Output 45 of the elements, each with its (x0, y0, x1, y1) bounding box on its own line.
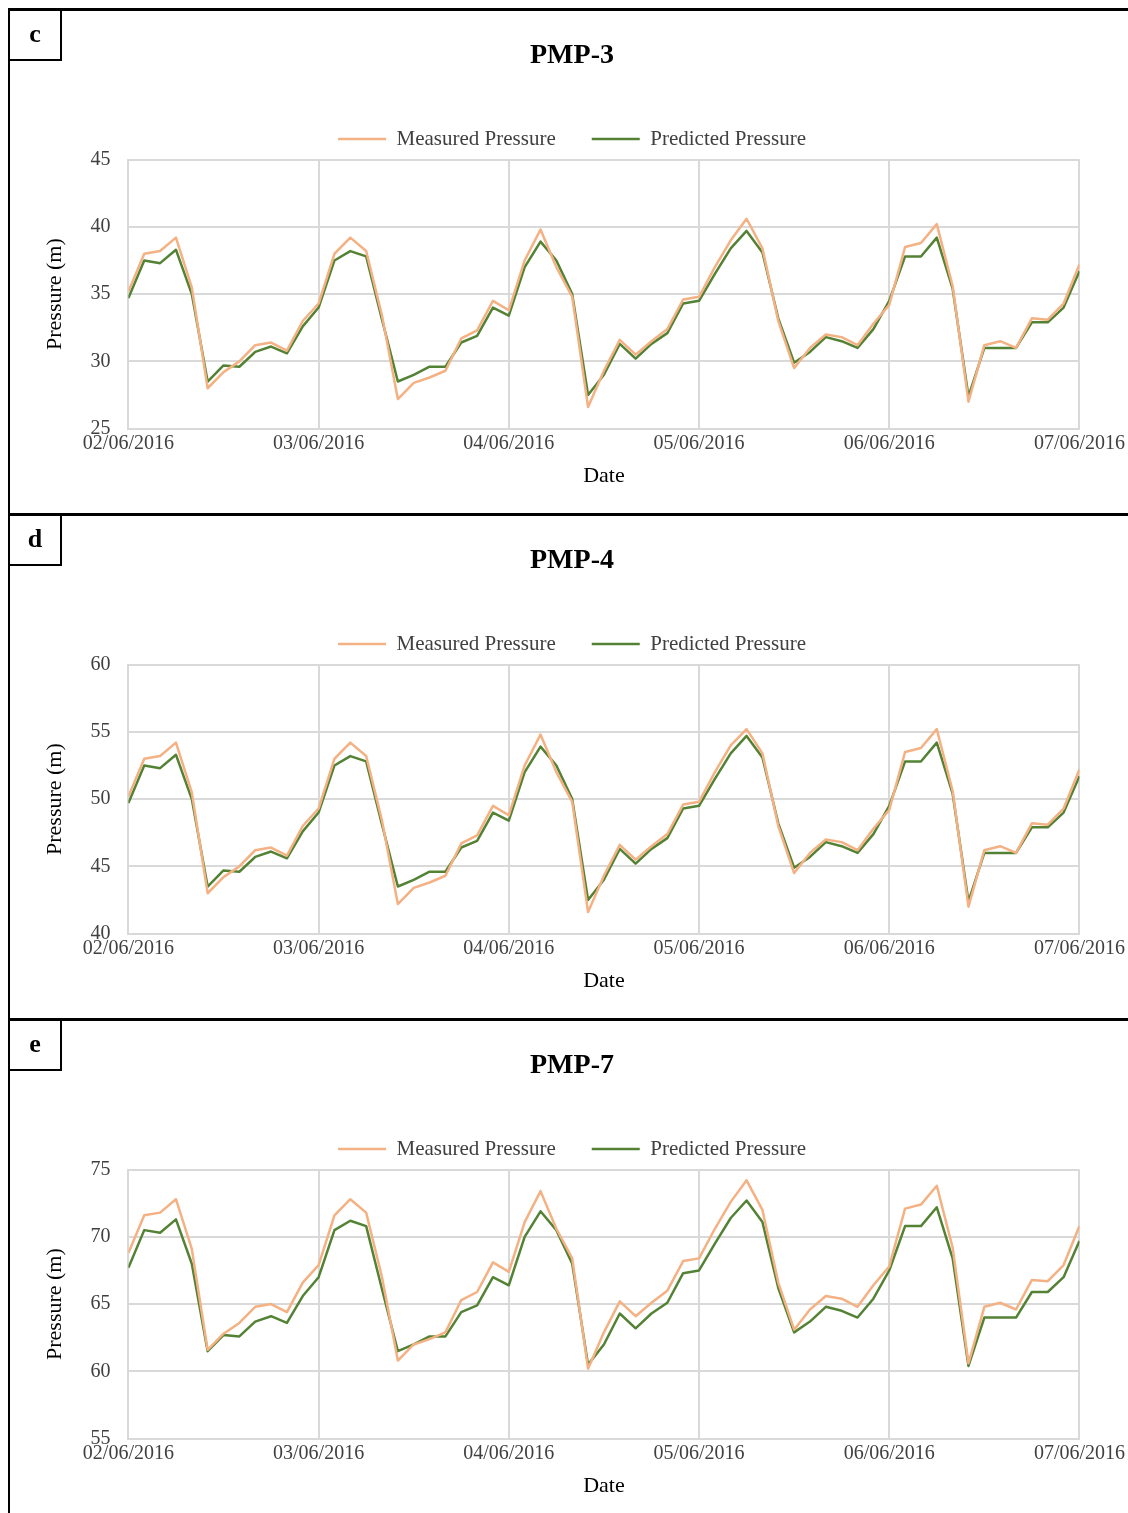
y-axis-title: Pressure (m) (40, 743, 66, 856)
x-tick-label: 04/06/2016 (463, 430, 555, 453)
y-tick-label: 75 (90, 1156, 111, 1179)
y-tick-label: 35 (90, 281, 111, 304)
legend-label: Predicted Pressure (650, 125, 806, 150)
x-tick-label: 04/06/2016 (463, 1440, 555, 1463)
legend-label: Predicted Pressure (650, 1135, 806, 1160)
text: c (10, 11, 62, 61)
x-tick-label: 03/06/2016 (273, 430, 365, 453)
text: e (10, 1021, 62, 1071)
x-axis-title: Date (583, 966, 625, 992)
text: d (10, 516, 62, 566)
x-tick-label: 07/06/2016 (1033, 935, 1126, 958)
x-tick-label: 03/06/2016 (273, 1440, 365, 1463)
x-tick-label: 06/06/2016 (843, 430, 935, 453)
x-tick-label: 06/06/2016 (843, 935, 935, 958)
x-tick-label: 05/06/2016 (653, 935, 745, 958)
x-tick-label: 05/06/2016 (653, 430, 745, 453)
chart-title: PMP-3 (530, 38, 614, 70)
y-tick-label: 30 (90, 348, 111, 371)
chart-title: PMP-7 (530, 1048, 614, 1080)
x-tick-label: 03/06/2016 (273, 935, 365, 958)
legend-label: Measured Pressure (396, 630, 556, 655)
y-tick-label: 45 (90, 853, 111, 876)
x-tick-label: 05/06/2016 (653, 1440, 745, 1463)
y-tick-label: 45 (90, 146, 111, 169)
x-tick-label: 04/06/2016 (463, 935, 555, 958)
y-tick-label: 55 (90, 719, 111, 742)
y-axis-title: Pressure (m) (40, 1248, 66, 1361)
legend-label: Measured Pressure (396, 1135, 556, 1160)
chart-title: PMP-4 (530, 543, 614, 575)
y-axis-title: Pressure (m) (40, 238, 66, 351)
x-axis-title: Date (583, 1471, 625, 1497)
y-tick-label: 70 (90, 1224, 111, 1247)
y-tick-label: 60 (90, 651, 111, 674)
y-tick-label: 50 (90, 786, 111, 809)
x-tick-label: 07/06/2016 (1033, 1440, 1126, 1463)
legend-label: Measured Pressure (396, 125, 556, 150)
y-tick-label: 65 (90, 1291, 111, 1314)
y-tick-label: 60 (90, 1358, 111, 1381)
legend-label: Predicted Pressure (650, 630, 806, 655)
x-tick-label: 07/06/2016 (1033, 430, 1126, 453)
y-tick-label: 40 (90, 214, 111, 237)
x-axis-title: Date (583, 461, 625, 487)
x-tick-label: 06/06/2016 (843, 1440, 935, 1463)
